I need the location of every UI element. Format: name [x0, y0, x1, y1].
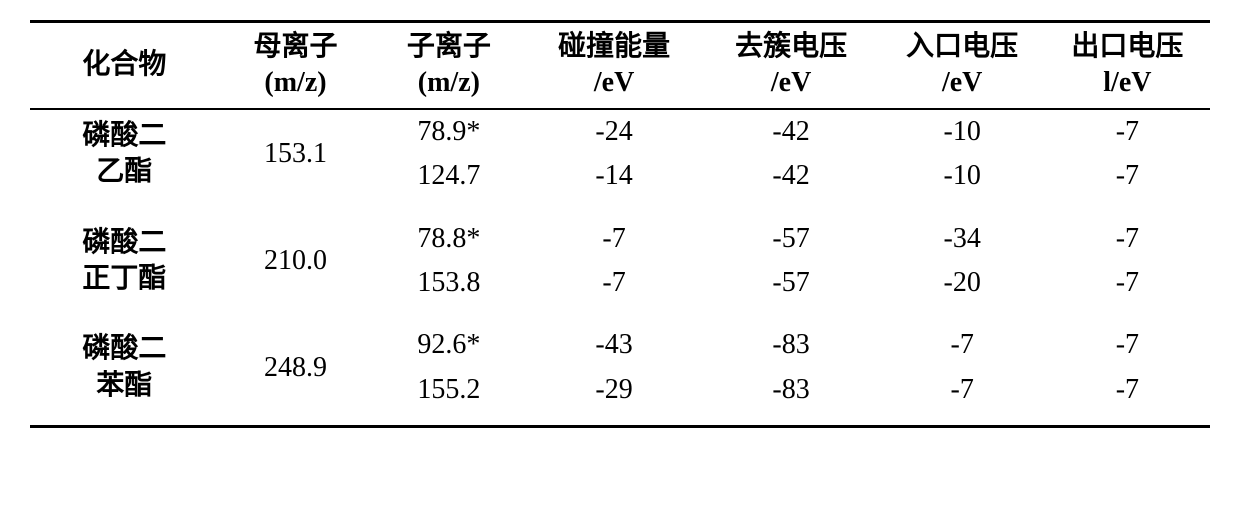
col-entrance-voltage: 入口电压 /eV [880, 22, 1045, 109]
compound-name: 磷酸二 正丁酯 [30, 199, 219, 306]
col-compound-main: 化合物 [34, 47, 215, 83]
decluster-value: -83 [703, 368, 880, 412]
collision-value: -29 [526, 368, 703, 412]
col-product-ion: 子离子 (m/z) [372, 22, 525, 109]
parent-ion-value: 248.9 [219, 305, 372, 412]
exit-value: -7 [1045, 368, 1210, 412]
parent-ion-value: 210.0 [219, 199, 372, 306]
compound-line2: 正丁酯 [82, 263, 166, 294]
col-decluster-main: 去簇电压 [707, 29, 876, 65]
exit-value: -7 [1045, 154, 1210, 198]
product-ion-value: 153.8 [372, 261, 525, 305]
entrance-value: -7 [880, 305, 1045, 367]
col-parent-ion: 母离子 (m/z) [219, 22, 372, 109]
entrance-value: -34 [880, 199, 1045, 261]
spacer-row [30, 412, 1210, 426]
product-ion-value: 78.8* [372, 199, 525, 261]
decluster-value: -42 [703, 109, 880, 154]
product-ion-value: 155.2 [372, 368, 525, 412]
col-product-main: 子离子 [376, 29, 521, 65]
collision-value: -43 [526, 305, 703, 367]
collision-value: -7 [526, 261, 703, 305]
compound-name: 磷酸二 苯酯 [30, 305, 219, 412]
col-collision-sub: /eV [530, 65, 699, 101]
col-collision-main: 碰撞能量 [530, 29, 699, 65]
col-parent-main: 母离子 [223, 29, 368, 65]
table-header-row: 化合物 母离子 (m/z) 子离子 (m/z) 碰撞能量 /eV 去簇电压 /e… [30, 22, 1210, 109]
decluster-value: -83 [703, 305, 880, 367]
parent-ion-value: 153.1 [219, 109, 372, 199]
entrance-value: -10 [880, 109, 1045, 154]
compound-line1: 磷酸二 [82, 120, 166, 151]
table-row: 磷酸二 乙酯 153.1 78.9* -24 -42 -10 -7 [30, 109, 1210, 154]
col-compound: 化合物 [30, 22, 219, 109]
col-decluster-voltage: 去簇电压 /eV [703, 22, 880, 109]
ms-parameters-table: 化合物 母离子 (m/z) 子离子 (m/z) 碰撞能量 /eV 去簇电压 /e… [30, 20, 1210, 428]
table-row: 磷酸二 苯酯 248.9 92.6* -43 -83 -7 -7 [30, 305, 1210, 367]
entrance-value: -20 [880, 261, 1045, 305]
compound-line1: 磷酸二 [82, 227, 166, 258]
col-exit-main: 出口电压 [1049, 29, 1206, 65]
entrance-value: -10 [880, 154, 1045, 198]
decluster-value: -57 [703, 199, 880, 261]
col-entrance-main: 入口电压 [884, 29, 1041, 65]
compound-line2: 乙酯 [96, 156, 152, 187]
exit-value: -7 [1045, 261, 1210, 305]
col-exit-sub: l/eV [1049, 65, 1206, 101]
col-decluster-sub: /eV [707, 65, 876, 101]
collision-value: -14 [526, 154, 703, 198]
decluster-value: -42 [703, 154, 880, 198]
product-ion-value: 124.7 [372, 154, 525, 198]
table-row: 磷酸二 正丁酯 210.0 78.8* -7 -57 -34 -7 [30, 199, 1210, 261]
compound-line1: 磷酸二 [82, 333, 166, 364]
col-collision-energy: 碰撞能量 /eV [526, 22, 703, 109]
compound-line2: 苯酯 [96, 370, 152, 401]
exit-value: -7 [1045, 305, 1210, 367]
product-ion-value: 92.6* [372, 305, 525, 367]
exit-value: -7 [1045, 109, 1210, 154]
product-ion-value: 78.9* [372, 109, 525, 154]
col-entrance-sub: /eV [884, 65, 1041, 101]
collision-value: -24 [526, 109, 703, 154]
exit-value: -7 [1045, 199, 1210, 261]
collision-value: -7 [526, 199, 703, 261]
decluster-value: -57 [703, 261, 880, 305]
col-parent-sub: (m/z) [223, 65, 368, 101]
compound-name: 磷酸二 乙酯 [30, 109, 219, 199]
entrance-value: -7 [880, 368, 1045, 412]
col-product-sub: (m/z) [376, 65, 521, 101]
col-exit-voltage: 出口电压 l/eV [1045, 22, 1210, 109]
